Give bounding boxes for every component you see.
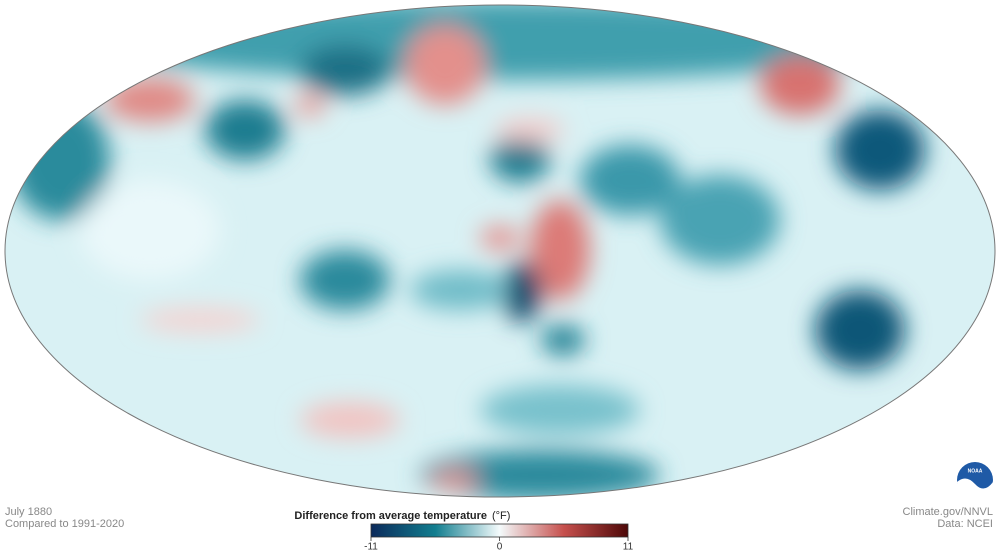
scale-tick-label: 11: [623, 542, 634, 553]
logo-text: NOAA: [968, 468, 983, 474]
color-scale: [370, 523, 629, 538]
source-credit: Climate.gov/NNVL: [903, 506, 993, 518]
noaa-logo: NOAA: [957, 462, 993, 500]
scale-ticks: -11 0 11: [364, 537, 634, 553]
legend-unit: (°F): [492, 510, 510, 522]
globe-outline: [4, 4, 996, 498]
scale-tick-label: -11: [364, 542, 378, 553]
legend-title: Difference from average temperature: [294, 510, 487, 522]
baseline-label: Compared to 1991-2020: [5, 518, 124, 530]
scale-tick-label: 0: [497, 542, 503, 553]
date-label: July 1880: [5, 506, 52, 518]
data-credit: Data: NCEI: [937, 518, 993, 530]
